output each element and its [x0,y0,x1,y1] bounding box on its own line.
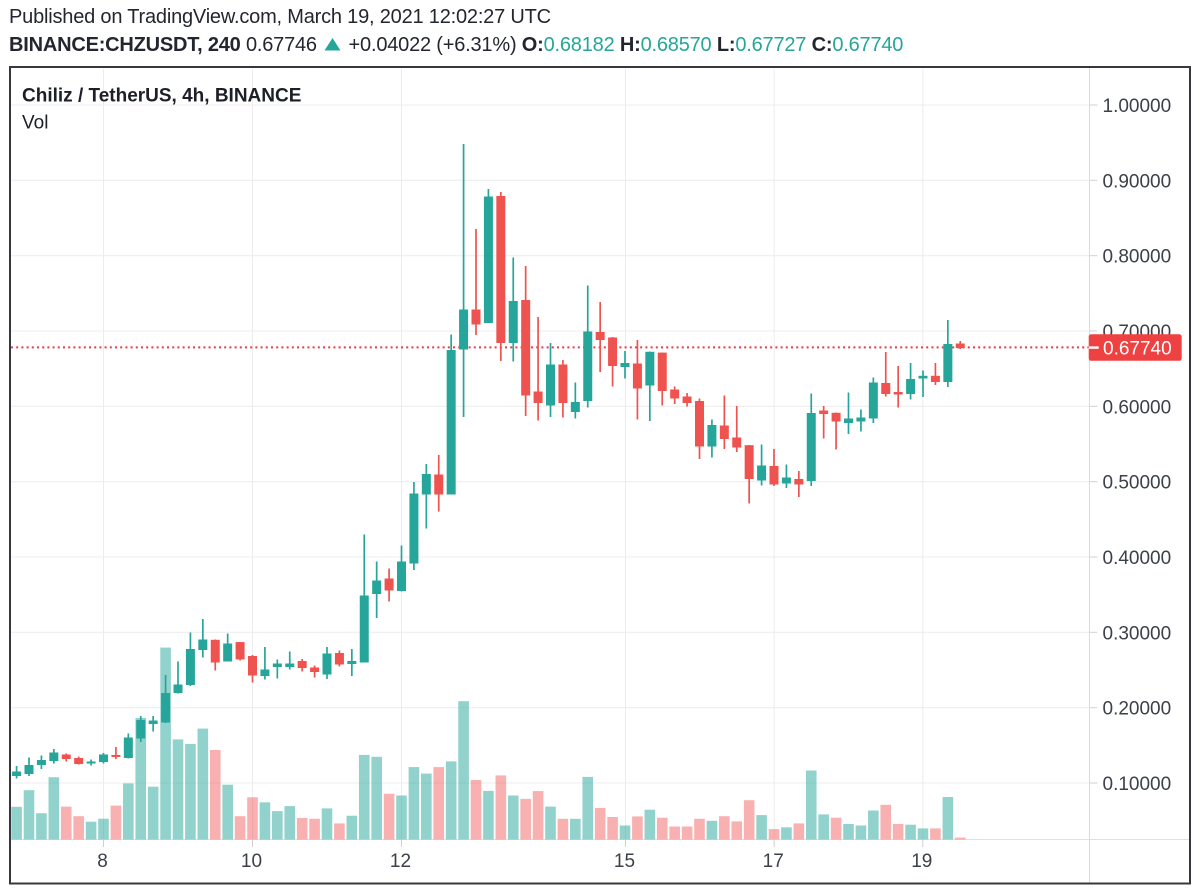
svg-text:Chiliz / TetherUS, 4h, BINANCE: Chiliz / TetherUS, 4h, BINANCE [22,86,301,107]
svg-text:0.10000: 0.10000 [1103,774,1172,795]
svg-text:1.00000: 1.00000 [1103,96,1172,117]
svg-text:0.30000: 0.30000 [1103,623,1172,644]
svg-text:0.40000: 0.40000 [1103,548,1172,569]
svg-text:0.60000: 0.60000 [1103,397,1172,418]
svg-text:15: 15 [614,851,635,872]
svg-text:10: 10 [241,851,262,872]
svg-text:Vol: Vol [22,113,48,134]
svg-text:0.90000: 0.90000 [1103,171,1172,192]
svg-text:0.67740: 0.67740 [1103,338,1172,359]
svg-text:0.20000: 0.20000 [1103,699,1172,720]
svg-text:0.80000: 0.80000 [1103,247,1172,268]
svg-text:8: 8 [97,851,108,872]
svg-text:17: 17 [763,851,784,872]
svg-text:19: 19 [911,851,932,872]
svg-text:12: 12 [390,851,411,872]
svg-text:0.50000: 0.50000 [1103,473,1172,494]
